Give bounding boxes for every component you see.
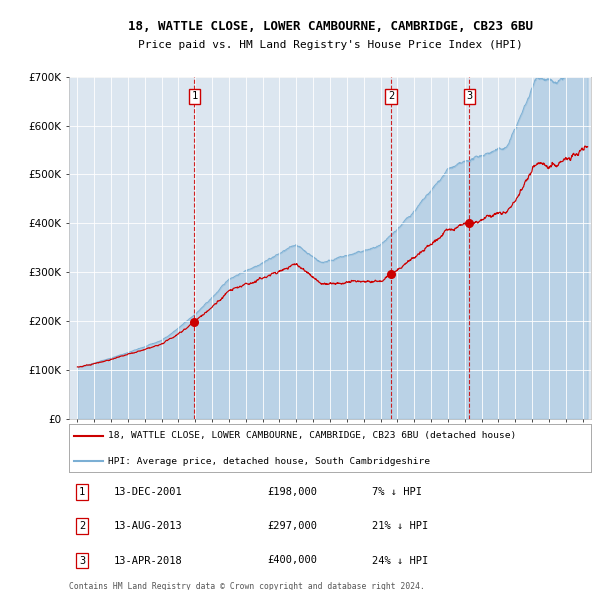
Text: 3: 3 [466,91,473,101]
Text: 3: 3 [79,556,85,565]
Text: 13-DEC-2001: 13-DEC-2001 [113,487,182,497]
Text: £297,000: £297,000 [268,522,317,531]
Text: £400,000: £400,000 [268,556,317,565]
Text: 7% ↓ HPI: 7% ↓ HPI [372,487,422,497]
Text: 1: 1 [79,487,85,497]
Text: 24% ↓ HPI: 24% ↓ HPI [372,556,428,565]
Text: 13-APR-2018: 13-APR-2018 [113,556,182,565]
Text: HPI: Average price, detached house, South Cambridgeshire: HPI: Average price, detached house, Sout… [108,457,430,466]
Text: 18, WATTLE CLOSE, LOWER CAMBOURNE, CAMBRIDGE, CB23 6BU: 18, WATTLE CLOSE, LOWER CAMBOURNE, CAMBR… [128,20,533,33]
Text: 13-AUG-2013: 13-AUG-2013 [113,522,182,531]
Text: 1: 1 [191,91,197,101]
Text: 2: 2 [79,522,85,531]
Text: 2: 2 [388,91,394,101]
Text: £198,000: £198,000 [268,487,317,497]
Text: Price paid vs. HM Land Registry's House Price Index (HPI): Price paid vs. HM Land Registry's House … [137,40,523,50]
Text: 18, WATTLE CLOSE, LOWER CAMBOURNE, CAMBRIDGE, CB23 6BU (detached house): 18, WATTLE CLOSE, LOWER CAMBOURNE, CAMBR… [108,431,517,440]
Text: 21% ↓ HPI: 21% ↓ HPI [372,522,428,531]
Text: Contains HM Land Registry data © Crown copyright and database right 2024.
This d: Contains HM Land Registry data © Crown c… [69,582,425,590]
